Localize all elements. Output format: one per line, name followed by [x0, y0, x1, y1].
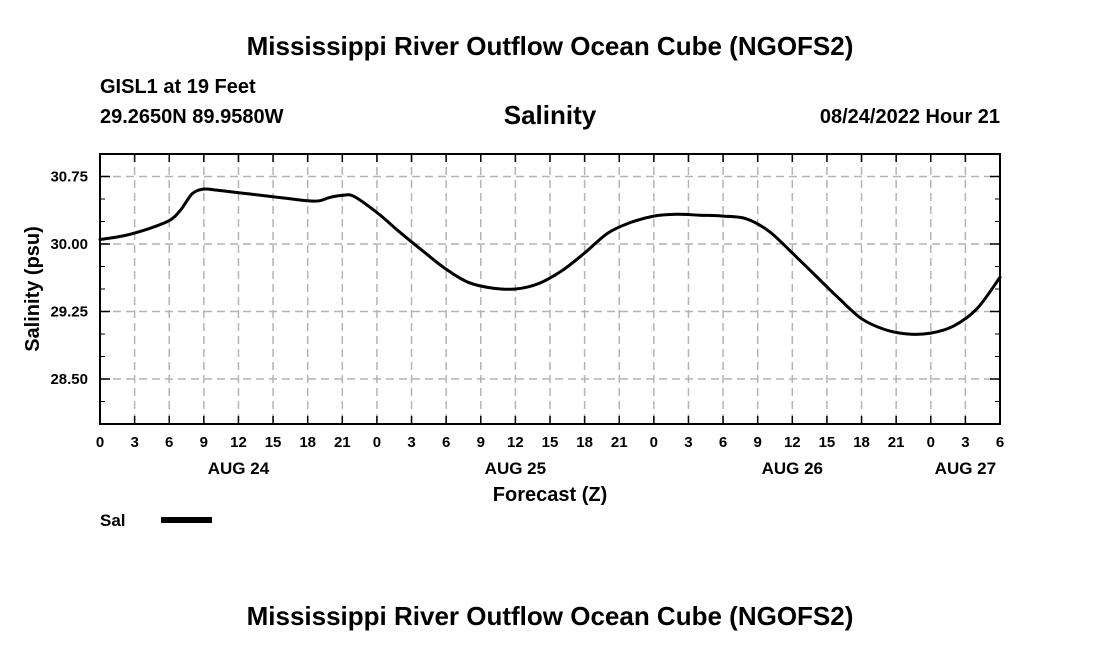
x-tick-label: 12 [507, 434, 524, 451]
axis-labels: 0 3 6 9 12 15 18 21 0 3 6 9 12 15 18 21 0 3 6 9 12 15 18 21 0 3 6 2… [50, 169, 1004, 479]
x-tick-label: 3 [684, 434, 692, 451]
x-tick-label: 18 [853, 434, 870, 451]
date-label: AUG 26 [762, 459, 823, 478]
x-tick-label: 9 [477, 434, 485, 451]
x-tick-label: 6 [165, 434, 173, 451]
x-tick-label: 18 [299, 434, 316, 451]
x-tick-label: 3 [407, 434, 415, 451]
x-tick-label: 21 [888, 434, 905, 451]
x-tick-label: 0 [373, 434, 381, 451]
chart-title: Mississippi River Outflow Ocean Cube (NG… [246, 31, 854, 61]
x-tick-label: 6 [719, 434, 727, 451]
x-tick-label: 3 [961, 434, 969, 451]
x-tick-label: 18 [576, 434, 593, 451]
x-tick-label: 3 [130, 434, 138, 451]
x-tick-label: 9 [200, 434, 208, 451]
x-tick-label: 9 [754, 434, 762, 451]
date-label: AUG 25 [485, 459, 546, 478]
x-tick-label: 0 [650, 434, 658, 451]
x-tick-label: 15 [819, 434, 836, 451]
x-tick-label: 21 [611, 434, 628, 451]
y-tick-label: 28.50 [50, 371, 88, 388]
location-label: 29.2650N 89.9580W [100, 106, 284, 128]
x-axis-title: Forecast (Z) [493, 484, 607, 506]
x-tick-label: 12 [230, 434, 247, 451]
station-label: GISL1 at 19 Feet [100, 76, 256, 98]
y-tick-label: 30.75 [50, 169, 88, 186]
x-tick-label: 0 [96, 434, 104, 451]
legend-label: Sal [100, 511, 126, 530]
x-tick-label: 6 [996, 434, 1004, 451]
plot-frame [99, 153, 1001, 425]
x-tick-label: 15 [265, 434, 282, 451]
date-label: AUG 24 [208, 459, 270, 478]
salinity-series-line [98, 187, 1002, 336]
y-tick-label: 30.00 [50, 236, 88, 253]
grid [100, 154, 1000, 424]
y-axis-title: Salinity (psu) [22, 226, 44, 352]
x-tick-label: 6 [442, 434, 450, 451]
date-label: AUG 27 [935, 459, 996, 478]
x-tick-label: 0 [927, 434, 935, 451]
x-tick-label: 15 [542, 434, 559, 451]
footer-title: Mississippi River Outflow Ocean Cube (NG… [246, 601, 854, 631]
x-tick-label: 12 [784, 434, 801, 451]
timestamp-label: 08/24/2022 Hour 21 [819, 106, 1000, 128]
chart-subtitle: Salinity [503, 100, 597, 130]
x-tick-label: 21 [334, 434, 351, 451]
y-tick-label: 29.25 [50, 304, 88, 321]
